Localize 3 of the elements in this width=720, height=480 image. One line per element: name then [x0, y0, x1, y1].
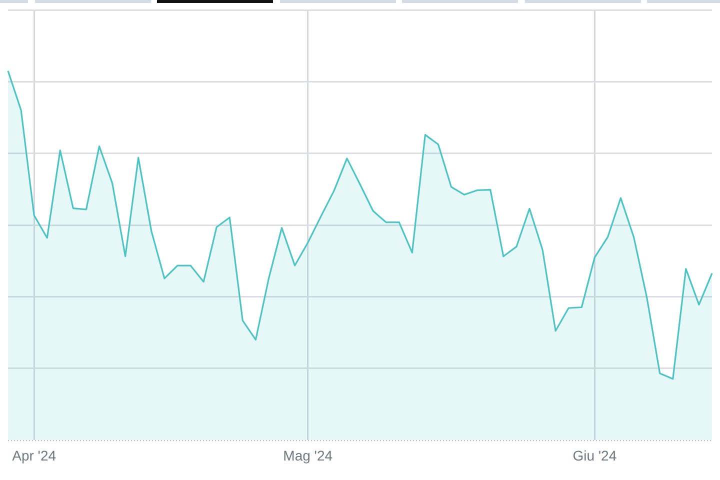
x-tick-label: Apr '24	[12, 447, 56, 464]
x-tick-label: Giu '24	[572, 447, 617, 464]
x-tick-label: Mag '24	[283, 447, 333, 464]
